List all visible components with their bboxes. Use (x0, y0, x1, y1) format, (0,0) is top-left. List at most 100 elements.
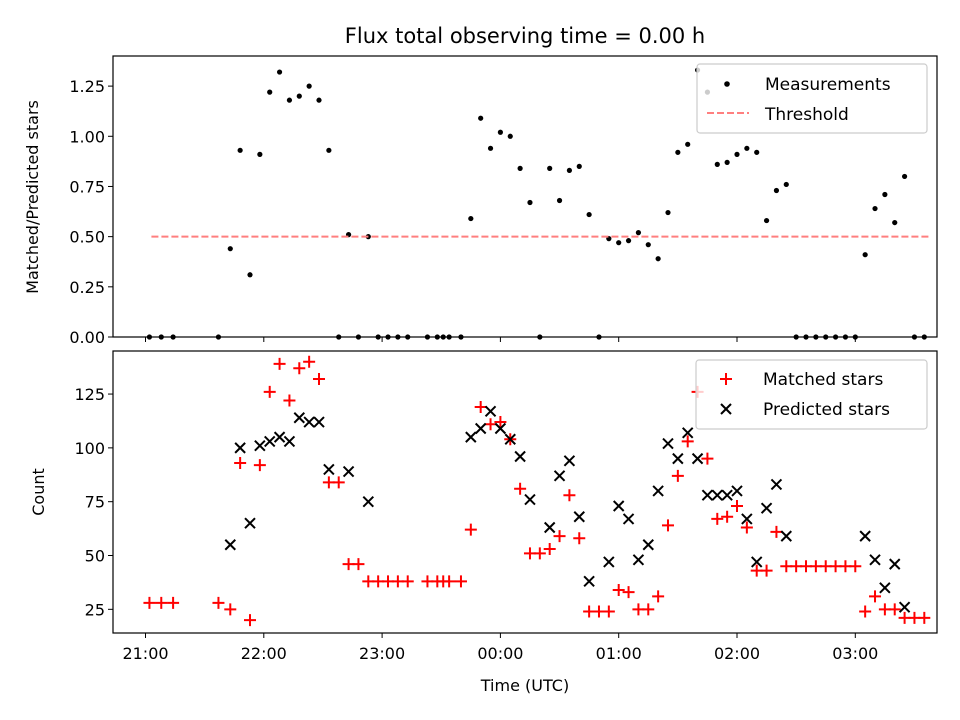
predicted-star-point (234, 442, 246, 454)
predicted-star-point (573, 511, 585, 523)
measurement-point (547, 165, 553, 171)
matched-star-point (740, 521, 753, 534)
predicted-star-point (244, 517, 256, 529)
top-y-tick-label: 0.25 (69, 278, 105, 297)
matched-star-point (332, 476, 345, 489)
legend-matched-marker (720, 373, 732, 385)
predicted-star-point (869, 554, 881, 566)
x-axis-label: Time (UTC) (480, 676, 569, 695)
matched-star-point (243, 614, 256, 627)
matched-star-point (283, 394, 296, 407)
matched-star-point (212, 596, 225, 609)
measurement-point (316, 97, 322, 103)
legend-threshold-label: Threshold (764, 105, 849, 125)
bottom-x-tick-label: 23:00 (359, 644, 405, 663)
matched-star-point (760, 564, 773, 577)
predicted-star-point (642, 539, 654, 551)
top-legend: Measurements Threshold (696, 63, 928, 134)
matched-star-point (770, 525, 783, 538)
matched-star-point (514, 482, 527, 495)
measurement-point (296, 93, 302, 99)
matched-star-point (273, 357, 286, 370)
measurement-point (306, 83, 312, 89)
predicted-star-point (751, 556, 763, 568)
matched-star-point (143, 596, 156, 609)
predicted-star-point (652, 485, 664, 497)
measurement-point (527, 199, 533, 206)
bottom-x-tick-label: 21:00 (122, 644, 168, 663)
predicted-star-point (342, 465, 355, 478)
matched-star-point (869, 590, 882, 603)
matched-star-point (681, 435, 694, 448)
predicted-star-point (303, 416, 315, 428)
top-y-axis-label: Matched/Predicted stars (23, 100, 42, 294)
count-panel: 25 50 75 100 125 21:00 22:00 23:00 00:00 01:00 02:… (29, 350, 938, 695)
predicted-star-point (770, 478, 783, 491)
measurement-point (714, 161, 720, 167)
top-legend-box (696, 63, 928, 134)
predicted-star-point (583, 575, 595, 588)
legend-predicted-label: Predicted stars (763, 400, 890, 420)
matched-star-point (443, 575, 456, 588)
predicted-star-point (662, 437, 674, 450)
measurement-point (625, 238, 632, 244)
matched-star-point (303, 355, 316, 368)
measurement-point (763, 217, 770, 224)
matched-star-point (553, 530, 566, 543)
measurement-point (227, 246, 233, 252)
predicted-star-point (780, 530, 792, 542)
measurement-point (882, 191, 888, 198)
legend-predicted-marker (720, 403, 732, 415)
measurement-point (468, 215, 474, 222)
measurement-point (665, 209, 671, 216)
predicted-star-point (879, 582, 891, 594)
matched-star-point (701, 452, 714, 465)
top-y-tick-label: 0.50 (69, 228, 105, 247)
matched-star-point (263, 385, 276, 398)
matched-star-point (642, 603, 655, 616)
measurement-point (744, 145, 750, 151)
predicted-star-point (293, 412, 305, 424)
predicted-star-point (741, 513, 753, 525)
matched-star-point (224, 603, 237, 616)
measurement-point (497, 129, 503, 135)
predicted-star-point (563, 455, 576, 467)
bottom-legend: Matched stars Predicted stars (695, 359, 928, 430)
bottom-y-tick-label: 125 (74, 385, 105, 404)
matched-star-point (731, 499, 743, 512)
measurement-point (773, 187, 780, 194)
predicted-star-point (889, 558, 901, 570)
measurement-point (754, 149, 760, 155)
measurement-point (478, 115, 484, 121)
matched-star-point (253, 459, 266, 472)
matched-star-point (401, 575, 414, 588)
bottom-y-tick-label: 100 (74, 439, 105, 458)
measurement-point (586, 211, 592, 218)
bottom-legend-box (695, 359, 928, 430)
predicted-star-point (701, 489, 714, 501)
predicted-star-point (612, 500, 625, 512)
measurement-point (655, 256, 661, 262)
predicted-star-point (859, 530, 871, 542)
matched-star-point (494, 416, 507, 429)
matched-star-point (888, 603, 901, 616)
predicted-star-point (484, 405, 497, 417)
measurement-point (517, 165, 523, 171)
measurement-point (892, 219, 898, 226)
predicted-star-point (543, 521, 556, 534)
predicted-star-point (224, 539, 236, 551)
measurement-point (576, 163, 582, 169)
top-y-tick-label: 1.25 (69, 77, 105, 96)
matched-star-point (918, 611, 931, 624)
predicted-star-point (465, 431, 477, 443)
matched-star-point (484, 418, 497, 431)
measurement-point (487, 145, 494, 151)
matched-star-point (352, 558, 365, 571)
measurement-point (237, 147, 243, 153)
predicted-star-point (898, 601, 911, 613)
matched-star-point (167, 596, 180, 609)
matched-star-point (313, 372, 326, 385)
bottom-x-tick-label: 01:00 (596, 644, 642, 663)
predicted-star-point (273, 431, 286, 443)
matched-star-point (543, 543, 556, 556)
